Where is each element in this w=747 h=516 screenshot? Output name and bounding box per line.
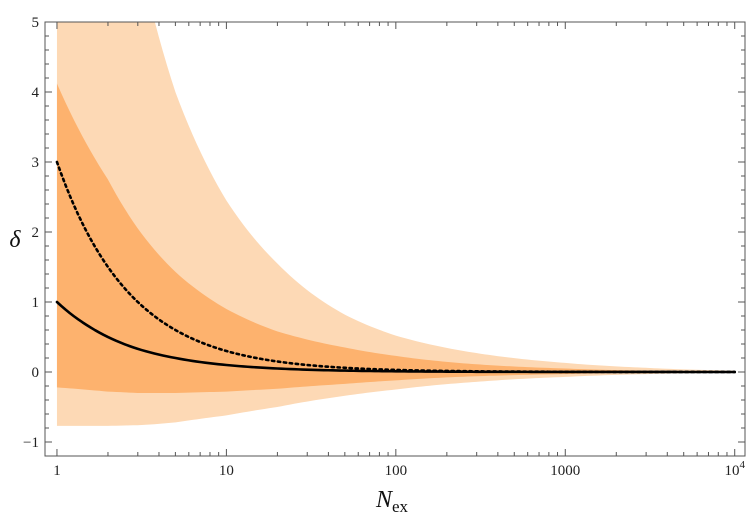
confidence-bands bbox=[56, 22, 735, 426]
series-group bbox=[55, 160, 737, 374]
y-tick-label: 3 bbox=[32, 155, 40, 171]
y-axis-ticks: −1 0 1 2 3 4 5 bbox=[23, 15, 745, 457]
y-tick-label: 1 bbox=[32, 295, 40, 311]
x-tick-label: 104 bbox=[724, 459, 745, 479]
x-tick-label: 10 bbox=[219, 463, 234, 479]
y-tick-label: −1 bbox=[23, 435, 39, 451]
x-tick-label: 100 bbox=[385, 463, 408, 479]
x-axis-label: Nex bbox=[375, 487, 409, 516]
inner-confidence-band bbox=[56, 83, 735, 393]
x-axis-ticks: 1 10 100 1000 104 bbox=[53, 22, 745, 479]
x-axis-label-subscript: ex bbox=[392, 497, 409, 516]
x-tick-label: 1000 bbox=[550, 463, 580, 479]
dotted-series-line bbox=[55, 160, 737, 374]
y-tick-label: 2 bbox=[32, 225, 40, 241]
x-tick-label: 1 bbox=[53, 463, 61, 479]
x-tick-label-superscript: 4 bbox=[739, 459, 745, 471]
y-tick-label: 4 bbox=[32, 85, 40, 101]
y-axis-label: δ bbox=[9, 227, 21, 253]
plot-frame bbox=[44, 21, 746, 457]
y-tick-label: 0 bbox=[32, 365, 40, 381]
y-tick-label: 5 bbox=[32, 15, 40, 31]
